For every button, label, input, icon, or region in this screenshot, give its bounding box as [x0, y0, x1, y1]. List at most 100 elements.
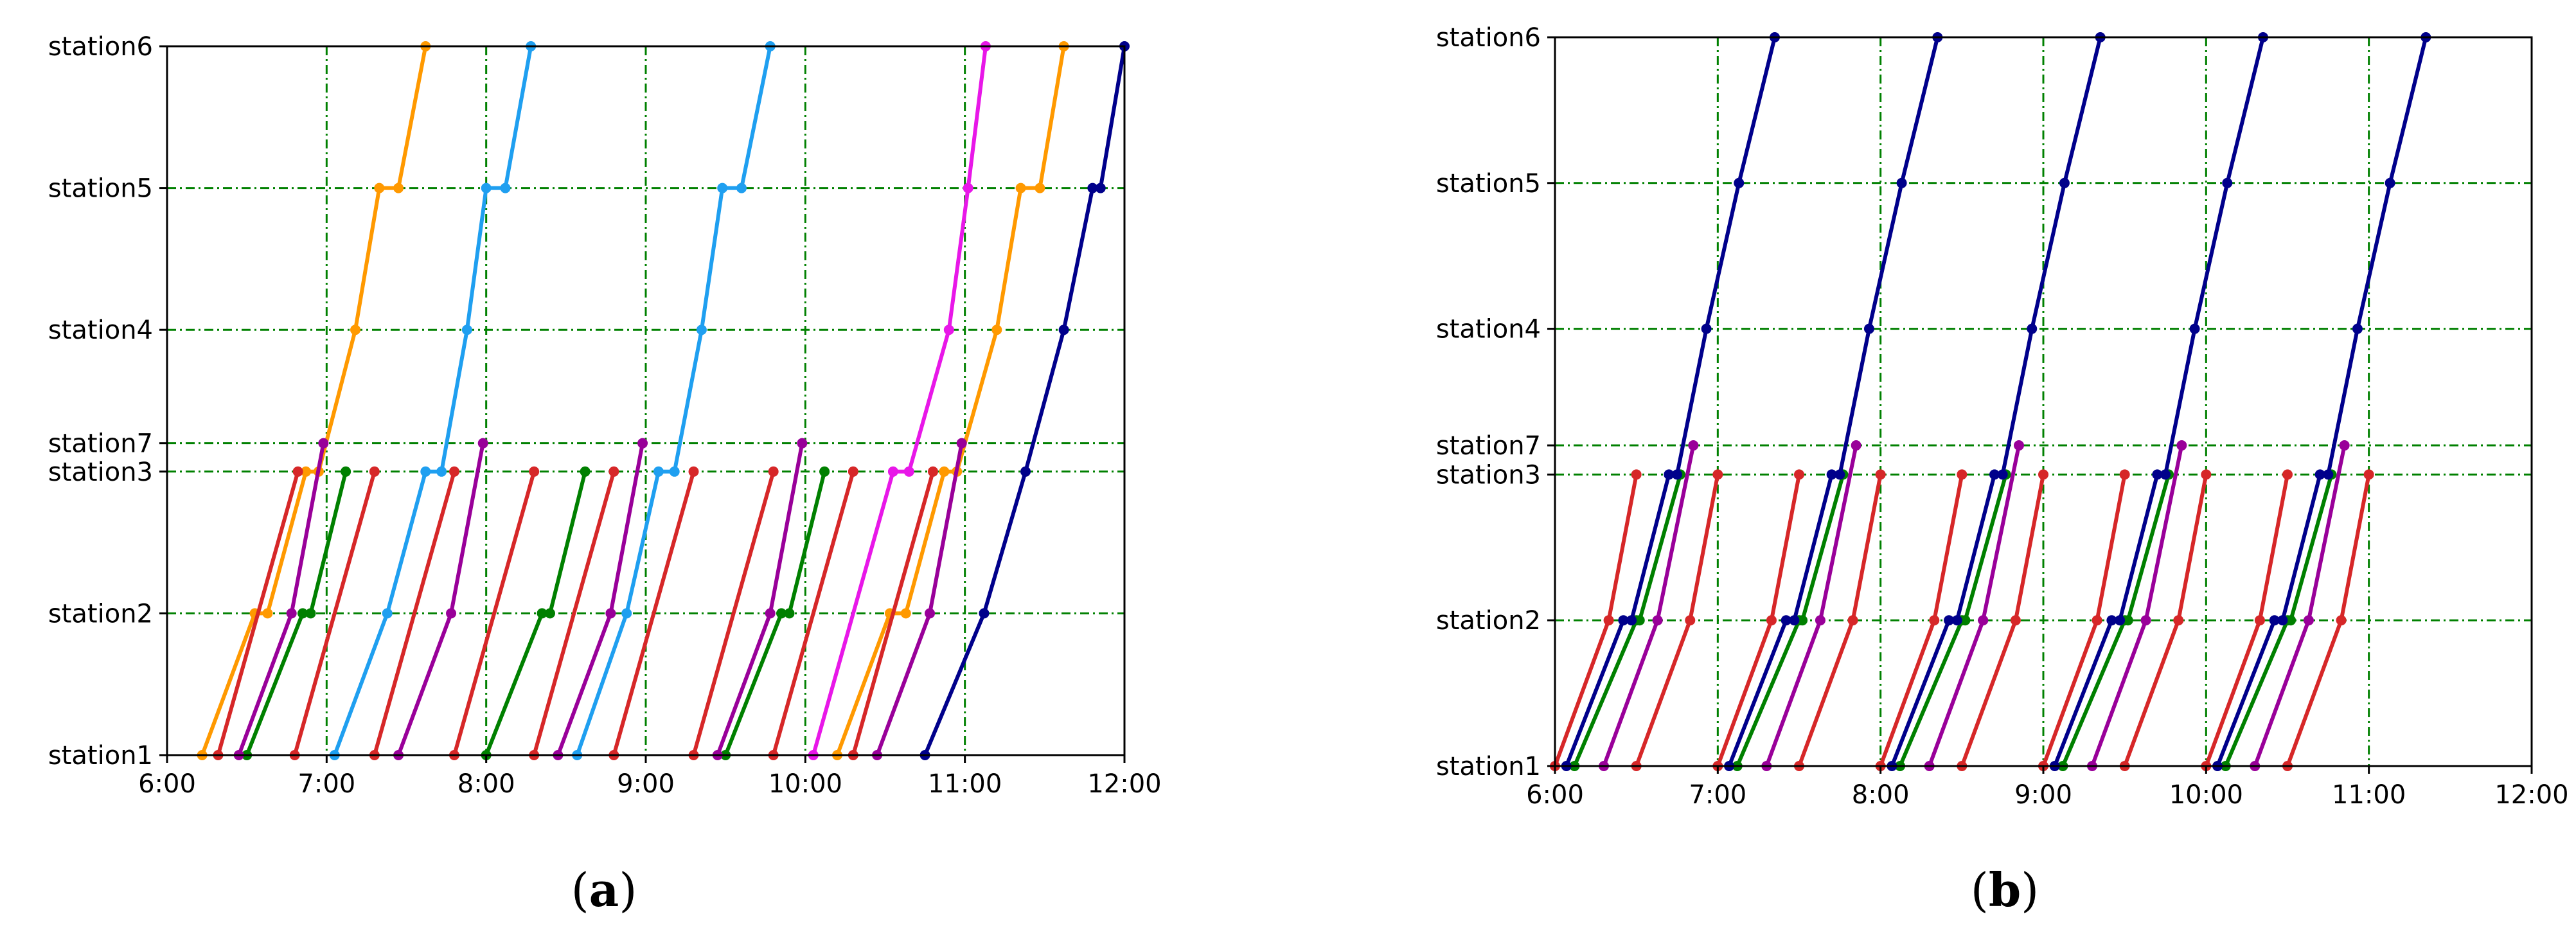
- panel-a-train-stop-point: [382, 608, 393, 619]
- panel-b-x-tick-label: 9:00: [2014, 780, 2072, 810]
- panel-b-train-stop-point: [2092, 615, 2102, 626]
- panel-a-train-stop-point: [669, 466, 680, 477]
- panel-b-train-line: [1564, 35, 1777, 768]
- panel-b-train-stop-point: [2352, 323, 2363, 334]
- panel-b-train-stop-point: [1951, 615, 1962, 626]
- panel-b-train-stop-point: [1797, 615, 1808, 626]
- panel-b-station-label: station5: [1436, 169, 1541, 199]
- panel-b-station-label: station2: [1436, 606, 1541, 636]
- panel-b-train-stop-point: [1672, 469, 1682, 480]
- panel-a-train-line: [771, 469, 855, 757]
- panel-b-train-stop-point: [2038, 469, 2048, 480]
- panel-b-train-stop-point: [2106, 615, 2117, 626]
- panel-b-train-stop-point: [1896, 177, 1907, 188]
- panel-b-train-stop-point: [2385, 177, 2395, 188]
- panel-b-train-line: [2090, 443, 2184, 768]
- panel-a-station-label: station1: [48, 741, 153, 771]
- panel-b-train-stop-point: [1781, 615, 1791, 626]
- panel-a-train-stop-point: [341, 466, 351, 477]
- panel-a-train-stop-point: [943, 325, 954, 335]
- panel-a-train-stop-point: [436, 466, 447, 477]
- panel-b-train-stop-point: [1766, 615, 1777, 626]
- panel-b-train-stop-point: [2222, 177, 2233, 188]
- panel-a-train-stop-point: [717, 183, 728, 193]
- panel-b-train-stop-point: [2363, 469, 2374, 480]
- panel-b-train-stop-point: [1989, 469, 2000, 480]
- panel-a-train-stop-point: [537, 608, 547, 619]
- panel-a-x-tick-label: 11:00: [928, 769, 1002, 799]
- panel-a-train-stop-point: [369, 466, 380, 477]
- panel-b-train-stop-point: [1618, 615, 1629, 626]
- panel-a-x-axis: 6:00 7:00 8:00 9:00 10:00 11:00 12:00: [138, 755, 1162, 799]
- panel-b-station-label: station7: [1436, 431, 1541, 461]
- panel-b-x-tick-label: 10:00: [2169, 780, 2243, 810]
- panel-a-station-label: station5: [48, 174, 153, 204]
- panel-b-train-line: [2052, 35, 2265, 768]
- panel-b-gridlines: [1555, 36, 2532, 766]
- panel-a-train-stop-point: [1058, 325, 1069, 335]
- panel-b-station-label: station6: [1436, 23, 1541, 53]
- panel-a-train-stop-point: [928, 466, 938, 477]
- panel-b-train-line: [1927, 443, 2021, 768]
- panel-b-train-line: [1764, 443, 1858, 768]
- panel-b-train-stop-point: [2152, 469, 2163, 480]
- panel-b-chart: 6:00 7:00 8:00 9:00 10:00 11:00 12:00station1s…: [1436, 23, 2569, 917]
- panel-a-train-stop-point: [848, 466, 858, 477]
- panel-b-train-stop-point: [1685, 615, 1696, 626]
- panel-a-train-line: [923, 44, 1126, 757]
- panel-a-train-line: [396, 441, 485, 757]
- panel-b-train-line: [1890, 35, 2102, 768]
- panel-b-train-stop-point: [1944, 615, 1955, 626]
- panel-b-train-stop-point: [2140, 615, 2151, 626]
- panel-b-train-stop-point: [1815, 615, 1825, 626]
- panel-b-train-stop-point: [1834, 469, 1845, 480]
- panel-b-train-stop-point: [1701, 323, 1712, 334]
- panel-a-train-stop-point: [477, 438, 488, 449]
- panel-a-train-stop-point: [1035, 183, 1045, 193]
- panel-b-train-stop-point: [2014, 440, 2024, 451]
- panel-a-caption: (a): [571, 862, 637, 917]
- panel-a-series: [197, 41, 1130, 760]
- panel-a-train-stop-point: [1020, 466, 1031, 477]
- panel-a-train-line: [851, 469, 935, 757]
- panel-a-train-line: [532, 469, 616, 757]
- panel-b-train-stop-point: [1712, 469, 1723, 480]
- panel-a-train-stop-point: [637, 438, 648, 449]
- panel-a-train-stop-point: [301, 466, 312, 477]
- panel-b-train-stop-point: [2059, 177, 2070, 188]
- panel-b-train-stop-point: [1863, 323, 1874, 334]
- panel-a-train-stop-point: [903, 466, 914, 477]
- panel-a-train-stop-point: [784, 608, 795, 619]
- panel-a-train-stop-point: [608, 466, 619, 477]
- panel-b-train-stop-point: [2277, 615, 2288, 626]
- panel-b-train-stop-point: [1734, 177, 1745, 188]
- panel-a-train-stop-point: [461, 325, 472, 335]
- panel-a-train-stop-point: [262, 608, 273, 619]
- panel-a-train-stop-point: [318, 438, 329, 449]
- panel-a-train-line: [200, 44, 428, 757]
- panel-a-train-stop-point: [350, 325, 361, 335]
- panel-b-station-label: station3: [1436, 460, 1541, 490]
- panel-a-station-label: station2: [48, 599, 153, 629]
- panel-b-train-stop-point: [2173, 615, 2184, 626]
- panel-b-train-stop-point: [2119, 469, 2130, 480]
- panel-b-x-tick-label: 7:00: [1689, 780, 1746, 810]
- panel-b-x-tick-label: 8:00: [1852, 780, 1910, 810]
- panel-a-train-stop-point: [956, 438, 967, 449]
- panel-b-train-stop-point: [1826, 469, 1837, 480]
- panel-a-train-stop-point: [580, 466, 591, 477]
- panel-a-train-line: [835, 44, 1066, 757]
- panel-a-station-label: station4: [48, 316, 153, 345]
- panel-b-train-stop-point: [2303, 615, 2314, 626]
- panel-b-train-stop-point: [2115, 615, 2126, 626]
- panel-a-x-tick-label: 7:00: [298, 769, 355, 799]
- panel-a-train-stop-point: [765, 608, 776, 619]
- panel-b-train-stop-point: [2027, 323, 2038, 334]
- panel-b-train-stop-point: [2323, 469, 2334, 480]
- panel-a-train-line: [292, 469, 377, 757]
- panel-a-train-stop-point: [449, 466, 459, 477]
- panel-b-train-stop-point: [1794, 469, 1804, 480]
- panel-a-train-stop-point: [605, 608, 616, 619]
- panel-a-x-tick-label: 12:00: [1087, 769, 1161, 799]
